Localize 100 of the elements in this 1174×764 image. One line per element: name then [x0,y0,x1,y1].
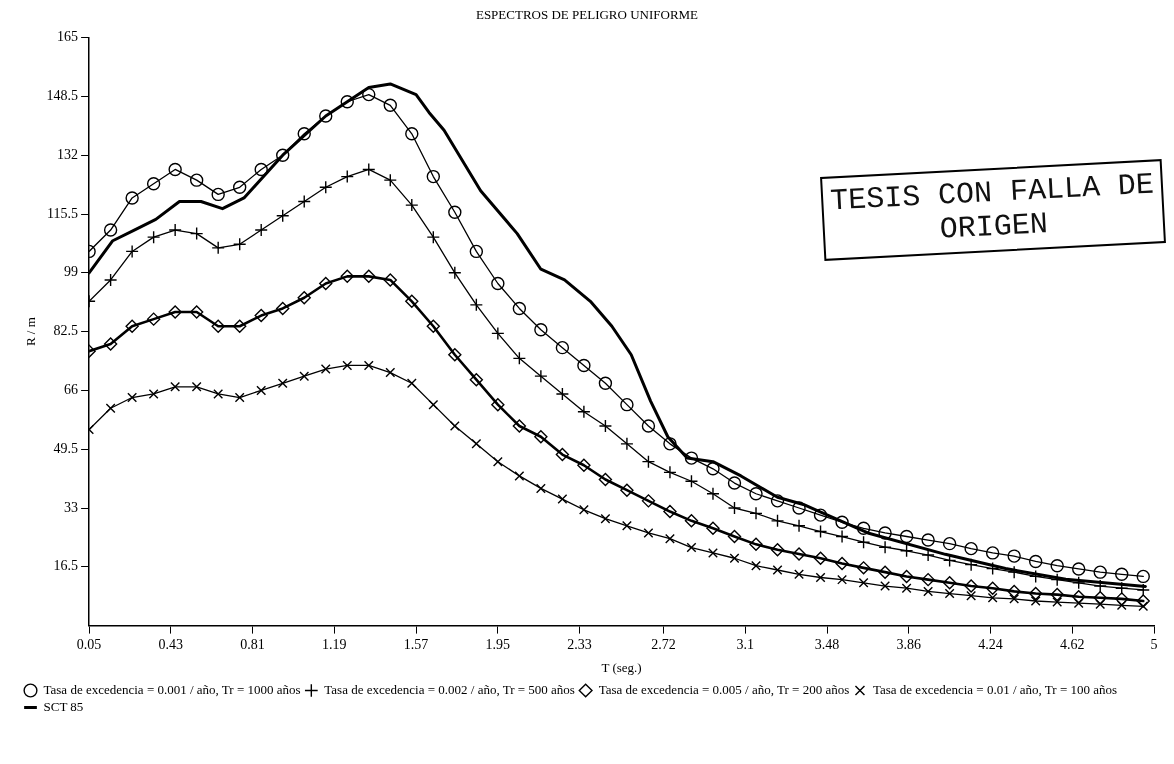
point [189,173,204,187]
x-tick-label: 0.05 [76,636,102,652]
point [1115,567,1129,581]
point [168,305,182,319]
point [837,574,847,585]
y-tick-label: 165 [57,29,79,45]
point [835,556,849,571]
point [620,397,634,412]
point [1028,586,1043,601]
point [405,294,419,309]
point [448,205,462,219]
point [1072,590,1086,604]
point [449,421,460,431]
point [663,437,677,451]
chart-title: ESPECTROS DE PELIGRO UNIFORME [475,7,699,23]
point [405,127,419,141]
point [598,472,613,487]
point [899,569,914,584]
y-tick-label: 115.5 [47,205,79,221]
point [276,148,290,162]
point [1138,601,1149,612]
point [103,337,118,351]
point [577,458,591,472]
point [878,565,892,579]
point [663,504,677,519]
point [772,565,783,575]
point [815,572,826,583]
point [684,451,699,465]
point [297,291,311,305]
point [1093,565,1107,579]
point [256,385,267,396]
point [641,494,656,508]
point [727,476,742,490]
legend-label: Tasa de excedencia = 0.005 / año, Tr = 200 años [598,681,850,697]
point [383,98,397,113]
y-tick-label: 16.5 [53,558,79,574]
point [813,524,828,539]
point [254,162,268,177]
annotation: TESIS CON FALLA DE ORIGEN [828,167,1156,249]
point [1072,562,1086,576]
point [211,187,225,202]
point [794,569,804,580]
point [297,127,311,141]
point [942,576,957,590]
point [770,514,785,528]
x-tick-label: 1.19 [322,636,347,652]
point [555,447,570,462]
point [168,162,182,177]
point [858,577,869,588]
y-tick-label: 82.5 [53,323,79,339]
point [146,177,161,191]
x-tick-label: 4.62 [1060,636,1085,652]
y-tick-label: 99 [64,264,79,280]
point [923,586,934,597]
point [641,419,656,433]
point [340,95,354,109]
legend-label: Tasa de excedencia = 0.01 / año, Tr = 100 años [872,681,1118,697]
point [211,319,225,333]
point [620,483,634,497]
point [1030,596,1041,606]
x-tick-label: 3.48 [814,636,840,652]
legend-label: Tasa de excedencia = 0.001 / año, Tr = 1000 años [43,681,301,697]
point [276,301,290,316]
point [213,389,224,399]
point [170,381,181,392]
point [491,276,505,291]
point [469,373,484,387]
point [148,389,159,399]
x-tick-label: 1.95 [485,636,511,652]
point [684,474,699,488]
point [555,340,570,355]
point [835,529,849,544]
point [234,392,245,403]
point [125,191,139,205]
point [770,494,785,508]
legend-label: SCT 85 [43,698,84,714]
point [813,508,828,522]
x-tick-label: 3.1 [736,636,754,652]
point [103,223,118,237]
point [964,541,978,556]
point [340,269,354,284]
point [125,319,139,333]
point [448,348,462,362]
point [600,513,611,524]
x-tick-label: 0.43 [158,636,184,652]
point [492,456,503,467]
point [469,244,484,259]
point [146,312,161,326]
point [987,592,998,603]
point [856,521,871,536]
point [665,533,675,544]
point [880,581,891,591]
x-axis-title: T (seg.) [601,659,642,675]
point [598,419,613,433]
point [254,308,268,323]
point [363,360,374,371]
point [319,276,333,291]
point [578,504,589,515]
point [921,533,935,547]
point [621,520,632,531]
